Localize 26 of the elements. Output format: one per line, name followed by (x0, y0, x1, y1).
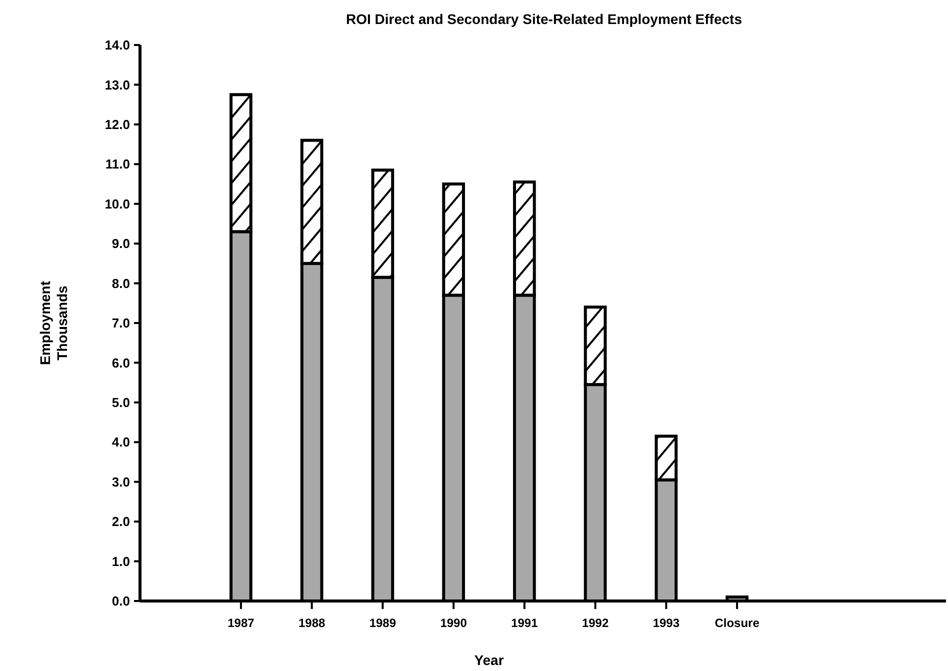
y-tick-label: 3.0 (112, 474, 130, 490)
y-tick-label: 9.0 (112, 236, 130, 252)
y-tick-label: 6.0 (112, 355, 130, 370)
x-axis-title: Year (474, 652, 504, 668)
x-tick-label: 1990 (440, 616, 468, 630)
y-axis-title: Employment Thousands (37, 280, 70, 366)
x-tick-label: 1993 (652, 616, 680, 630)
x-tick-label: 1987 (228, 616, 255, 630)
y-tick-label: 1.0 (112, 554, 130, 569)
y-tick-label: 0.0 (112, 594, 130, 609)
y-tick-label: 5.0 (112, 394, 130, 410)
x-tick-label: 1988 (298, 616, 326, 630)
y-tick-label: 8.0 (112, 276, 130, 291)
chart-title: ROI Direct and Secondary Site-Related Employment Effects (346, 11, 742, 27)
x-tick-label: 1991 (511, 616, 538, 630)
y-tick-label: 4.0 (112, 434, 130, 450)
y-tick-label: 12.0 (104, 116, 130, 132)
x-tick-label: 1992 (582, 616, 609, 630)
y-tick-label: 13.0 (104, 77, 130, 92)
y-tick-label: 11.0 (105, 156, 130, 172)
x-tick-label: Closure (714, 616, 760, 630)
y-tick-label: 2.0 (112, 514, 130, 530)
x-tick-label: 1989 (369, 616, 396, 630)
y-tick-label: 14.0 (104, 38, 130, 53)
y-tick-label: 7.0 (112, 316, 130, 331)
y-tick-label: 10.0 (104, 196, 130, 212)
